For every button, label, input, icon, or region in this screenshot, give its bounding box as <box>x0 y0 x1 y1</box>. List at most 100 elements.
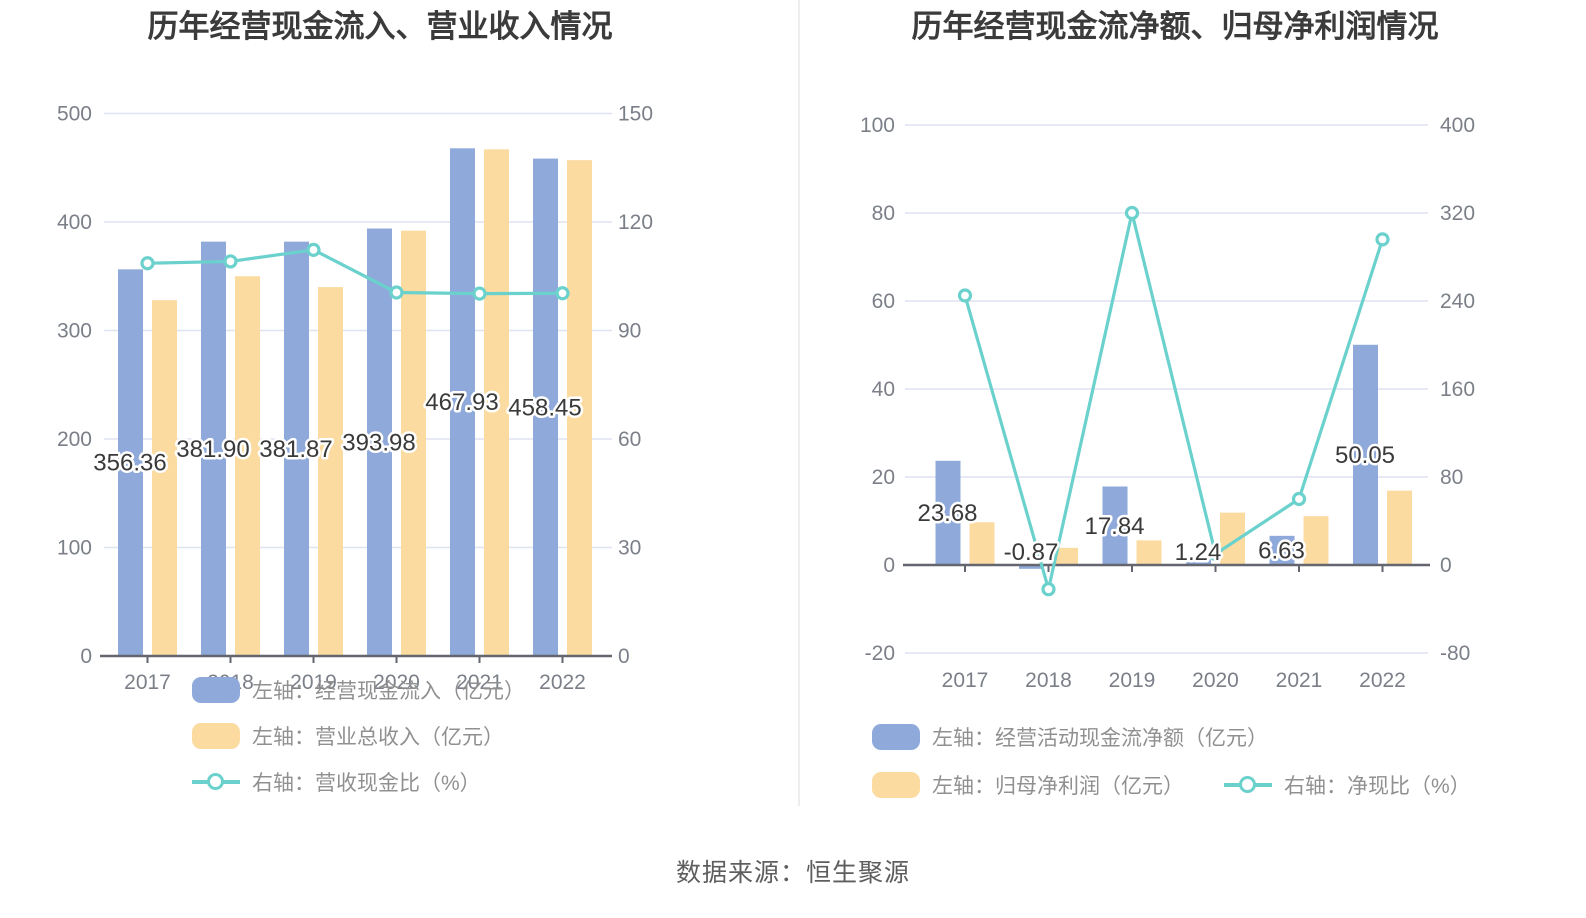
legend-item-total-revenue[interactable]: 左轴：营业总收入（亿元） <box>192 721 504 751</box>
left-axis-tick-label: 0 <box>883 554 895 577</box>
x-axis-label-2019: 2019 <box>290 671 337 694</box>
right-axis-tick-label: 400 <box>1440 114 1475 137</box>
legend-item-cash-inflow[interactable]: 左轴：经营现金流入（亿元） <box>192 675 525 705</box>
bar-yellow-2019[interactable] <box>318 287 343 656</box>
right-axis-tick-label: 30 <box>618 537 641 560</box>
ratio-line-point-2020[interactable] <box>389 285 404 300</box>
x-axis-label-2022: 2022 <box>539 671 586 694</box>
ratio-line-point-2022[interactable] <box>555 286 570 301</box>
ratio-line <box>145 248 565 296</box>
bar-blue-2019[interactable] <box>284 241 309 656</box>
bar-blue-2020[interactable] <box>1186 559 1211 565</box>
right-axis-tick-label: 150 <box>618 103 653 126</box>
bar-blue-2022[interactable] <box>533 158 558 656</box>
bar-blue-2017[interactable] <box>118 269 143 656</box>
bar-blue-2022[interactable] <box>1353 344 1378 565</box>
bar-blue-2018[interactable] <box>201 241 226 657</box>
bar-value-label: 467.93 <box>425 389 498 416</box>
ratio-line-point-2017[interactable] <box>957 288 973 303</box>
chart-title-left: 历年经营现金流入、营业收入情况 <box>147 9 613 44</box>
right-axis-tick-label: 60 <box>618 428 641 451</box>
bar-value-label: -0.87 <box>1004 539 1059 566</box>
bar-yellow-2022[interactable] <box>1387 490 1412 565</box>
yellow-swatch-icon <box>872 771 920 798</box>
bar-blue-2017[interactable] <box>935 460 961 565</box>
bar-blue-2020[interactable] <box>367 228 392 657</box>
left-axis-tick-label: -20 <box>865 642 895 665</box>
bar-blue-2021[interactable] <box>1269 535 1295 565</box>
legend-item-net-profit[interactable]: 左轴：归母净利润（亿元） <box>872 770 1184 800</box>
bar-value-label: 393.98 <box>342 429 415 456</box>
right-chart-plot: -20 -80 0 0 20 80 40 160 60 240 80 320 100 400 2017 201… <box>860 114 1475 692</box>
bar-blue-2021[interactable] <box>450 148 475 656</box>
ratio-line <box>963 211 1385 591</box>
bar-yellow-2019[interactable] <box>1136 540 1162 565</box>
left-chart-plot: 0010030200603009040012050015020172018201… <box>57 103 653 695</box>
legend-left: 左轴：经营现金流入（亿元） 左轴：营业总收入（亿元） 右轴：营收现金比（%） <box>192 676 525 814</box>
left-axis-tick-label: 0 <box>80 645 92 668</box>
left-axis-tick-label: 100 <box>57 537 92 560</box>
left-axis-tick-label: 80 <box>872 202 895 225</box>
chart-divider <box>798 0 800 806</box>
legend-label: 左轴：经营现金流入（亿元） <box>252 679 525 703</box>
bar-yellow-2018[interactable] <box>235 276 260 656</box>
legend-item-net-cash-ratio[interactable]: 右轴：净现比（%） <box>1224 770 1471 800</box>
x-axis-label-2021: 2021 <box>1276 669 1323 692</box>
x-axis-label-2020: 2020 <box>1192 669 1239 692</box>
line-marker-icon <box>1224 772 1272 798</box>
ratio-line-point-2019[interactable] <box>1124 205 1140 221</box>
bar-blue-2018[interactable] <box>1019 565 1044 569</box>
blue-swatch-icon <box>872 723 920 750</box>
legend-item-cash-revenue-ratio[interactable]: 右轴：营收现金比（%） <box>192 767 481 797</box>
bar-yellow-2021[interactable] <box>484 149 509 656</box>
legend-label: 左轴：经营活动现金流净额（亿元） <box>932 726 1268 750</box>
data-source-note: 数据来源：恒生聚源 <box>675 859 910 887</box>
left-axis-tick-label: 40 <box>872 378 895 401</box>
legend-label: 左轴：营业总收入（亿元） <box>252 725 504 749</box>
ratio-line-point-2022[interactable] <box>1375 232 1390 247</box>
bar-blue-2019[interactable] <box>1102 486 1128 565</box>
right-axis-tick-label: 320 <box>1440 202 1475 225</box>
legend-item-net-cashflow[interactable]: 左轴：经营活动现金流净额（亿元） <box>872 722 1268 752</box>
legend-right: 左轴：经营活动现金流净额（亿元） 左轴：归母净利润（亿元） 右轴：净现比（%） <box>872 723 1471 819</box>
left-axis-tick-label: 500 <box>57 103 92 126</box>
left-axis-tick-label: 20 <box>872 466 895 489</box>
right-axis-tick-label: 0 <box>1440 554 1452 577</box>
blue-swatch-icon <box>192 676 240 703</box>
right-axis-tick-label: -80 <box>1440 642 1470 665</box>
right-axis-tick-label: 240 <box>1440 290 1475 313</box>
legend-label: 右轴：营收现金比（%） <box>252 771 481 795</box>
bar-yellow-2018[interactable] <box>1053 547 1078 565</box>
x-axis-label-2021: 2021 <box>456 671 503 694</box>
bar-yellow-2020[interactable] <box>401 230 426 656</box>
ratio-line-point-2018[interactable] <box>1041 582 1056 597</box>
x-axis-label-2019: 2019 <box>1109 669 1156 692</box>
right-axis-tick-label: 0 <box>618 645 630 668</box>
left-axis-tick-label: 400 <box>57 211 92 234</box>
ratio-line-point-2021[interactable] <box>472 286 487 301</box>
x-axis-label-2017: 2017 <box>942 669 989 692</box>
bar-value-label: 6.63 <box>1258 537 1305 564</box>
bar-yellow-2022[interactable] <box>567 160 592 656</box>
ratio-line-point-2018[interactable] <box>223 254 238 269</box>
bar-value-label: 50.05 <box>1335 442 1395 469</box>
bar-value-label: 381.87 <box>259 436 332 463</box>
bar-value-label: 356.36 <box>93 450 166 477</box>
right-axis-tick-label: 160 <box>1440 378 1475 401</box>
bar-value-label: 458.45 <box>508 394 581 421</box>
legend-label: 左轴：归母净利润（亿元） <box>932 774 1184 798</box>
right-axis-tick-label: 80 <box>1440 466 1463 489</box>
x-axis-label-2022: 2022 <box>1359 669 1406 692</box>
legend-label: 右轴：净现比（%） <box>1284 774 1471 798</box>
bar-yellow-2017[interactable] <box>969 522 995 565</box>
bar-yellow-2021[interactable] <box>1303 516 1329 565</box>
ratio-line-point-2020[interactable] <box>1208 546 1223 562</box>
x-axis-label-2017: 2017 <box>124 671 171 694</box>
bar-yellow-2017[interactable] <box>152 300 177 656</box>
ratio-line-point-2021[interactable] <box>1291 491 1307 507</box>
bar-value-label: 381.90 <box>176 436 249 463</box>
ratio-line-point-2017[interactable] <box>140 256 155 271</box>
ratio-line-point-2019[interactable] <box>306 242 321 257</box>
